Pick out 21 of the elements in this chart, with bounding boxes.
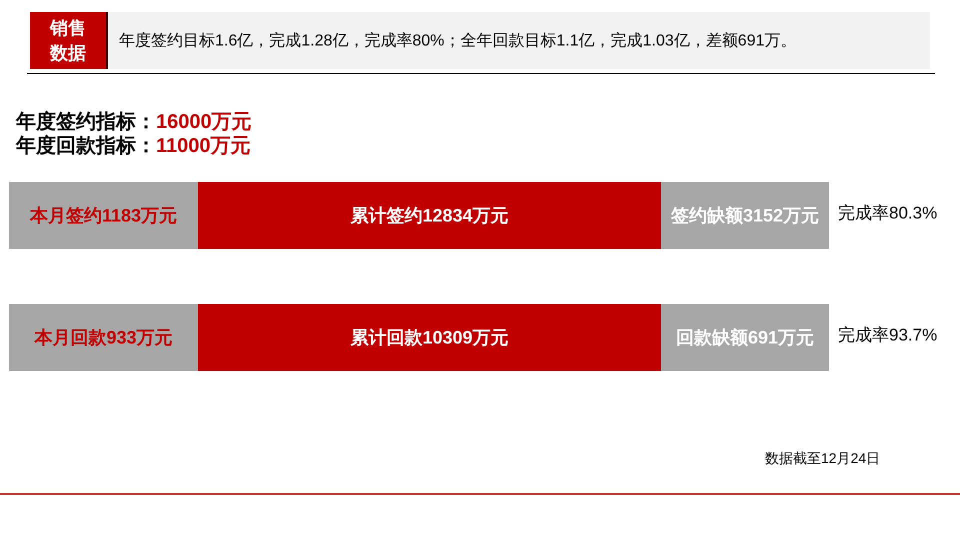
category-label: 完成率 — [838, 326, 889, 344]
value-label: 933万元 — [106, 328, 173, 348]
category-label: 累计签约 — [350, 206, 422, 226]
value-label: 12834万元 — [422, 206, 509, 226]
category-label: 回款缺额 — [676, 328, 748, 348]
value-label: 691万元 — [748, 328, 814, 348]
text: 年度回款指标：11000万元 — [15, 134, 251, 157]
category-label: 累计回款 — [350, 328, 422, 348]
value-label: 1183万元 — [102, 206, 178, 226]
text: 销售数据 — [49, 18, 86, 63]
value-label: 80.3% — [889, 204, 938, 222]
category-label: 完成率 — [838, 204, 889, 222]
value-label: 93.7% — [889, 326, 938, 344]
text: 年度签约指标：16000万元 — [15, 110, 252, 133]
category-label: 本月回款 — [34, 328, 106, 348]
category-label: 签约缺额 — [670, 206, 743, 226]
value-label: 10309万元 — [422, 328, 509, 348]
text: 年度签约目标1.6亿，完成1.28亿，完成率80%；全年回款目标1.1亿，完成1.03亿，差额691万。 — [119, 32, 796, 50]
value-label: 3152万元 — [742, 206, 820, 226]
category-label: 本月签约 — [30, 206, 102, 226]
text: 数据截至12月24日 — [765, 450, 880, 466]
